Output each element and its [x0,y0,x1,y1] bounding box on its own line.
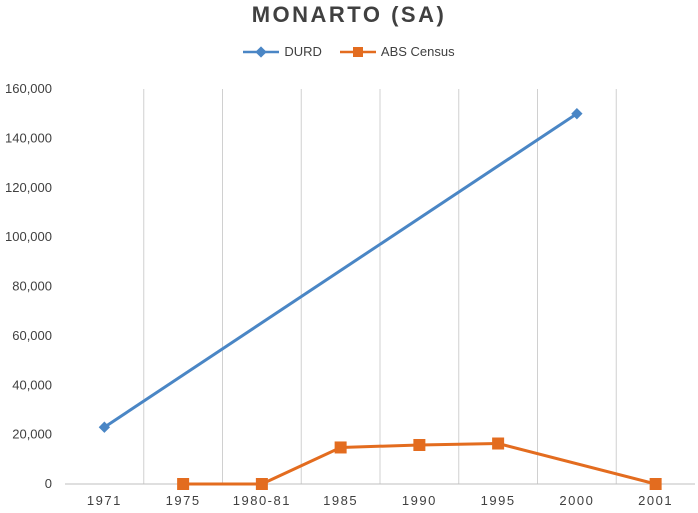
chart-title: MONARTO (SA) [251,2,447,27]
x-tick-label: 1985 [323,493,358,508]
y-tick-label: 120,000 [5,180,52,195]
x-tick-label: 1990 [402,493,437,508]
y-tick-label: 100,000 [5,229,52,244]
data-point-abs-census[interactable] [492,437,505,450]
series-line-abs-census [183,442,656,486]
y-tick-label: 80,000 [12,279,52,294]
y-tick-label: 0 [45,476,52,491]
legend-marker-durd [243,45,280,58]
series-line-durd [103,112,578,429]
data-point-abs-census[interactable] [334,441,347,454]
y-tick-label: 160,000 [5,81,52,96]
x-tick-label: 1980-81 [233,493,291,508]
chart-legend: DURD ABS Census [0,44,698,59]
data-point-abs-census[interactable] [255,478,268,490]
x-tick-label: 1971 [87,493,122,508]
x-tick-label: 2001 [638,493,673,508]
x-tick-label: 1995 [481,493,516,508]
y-tick-label: 40,000 [12,377,52,392]
legend-item-durd[interactable]: DURD [243,44,322,59]
legend-label-abs-census: ABS Census [380,44,455,59]
x-tick-label: 2000 [559,493,594,508]
y-tick-label: 140,000 [5,130,52,145]
legend-item-abs-census[interactable]: ABS Census [339,44,455,59]
legend-marker-abs-census [339,46,376,57]
data-point-abs-census[interactable] [177,478,190,490]
data-point-abs-census[interactable] [413,438,426,451]
x-tick-label: 1975 [166,493,201,508]
data-point-abs-census[interactable] [649,478,662,490]
legend-label-durd: DURD [284,44,322,59]
y-tick-label: 60,000 [12,328,52,343]
y-tick-label: 20,000 [12,427,52,442]
